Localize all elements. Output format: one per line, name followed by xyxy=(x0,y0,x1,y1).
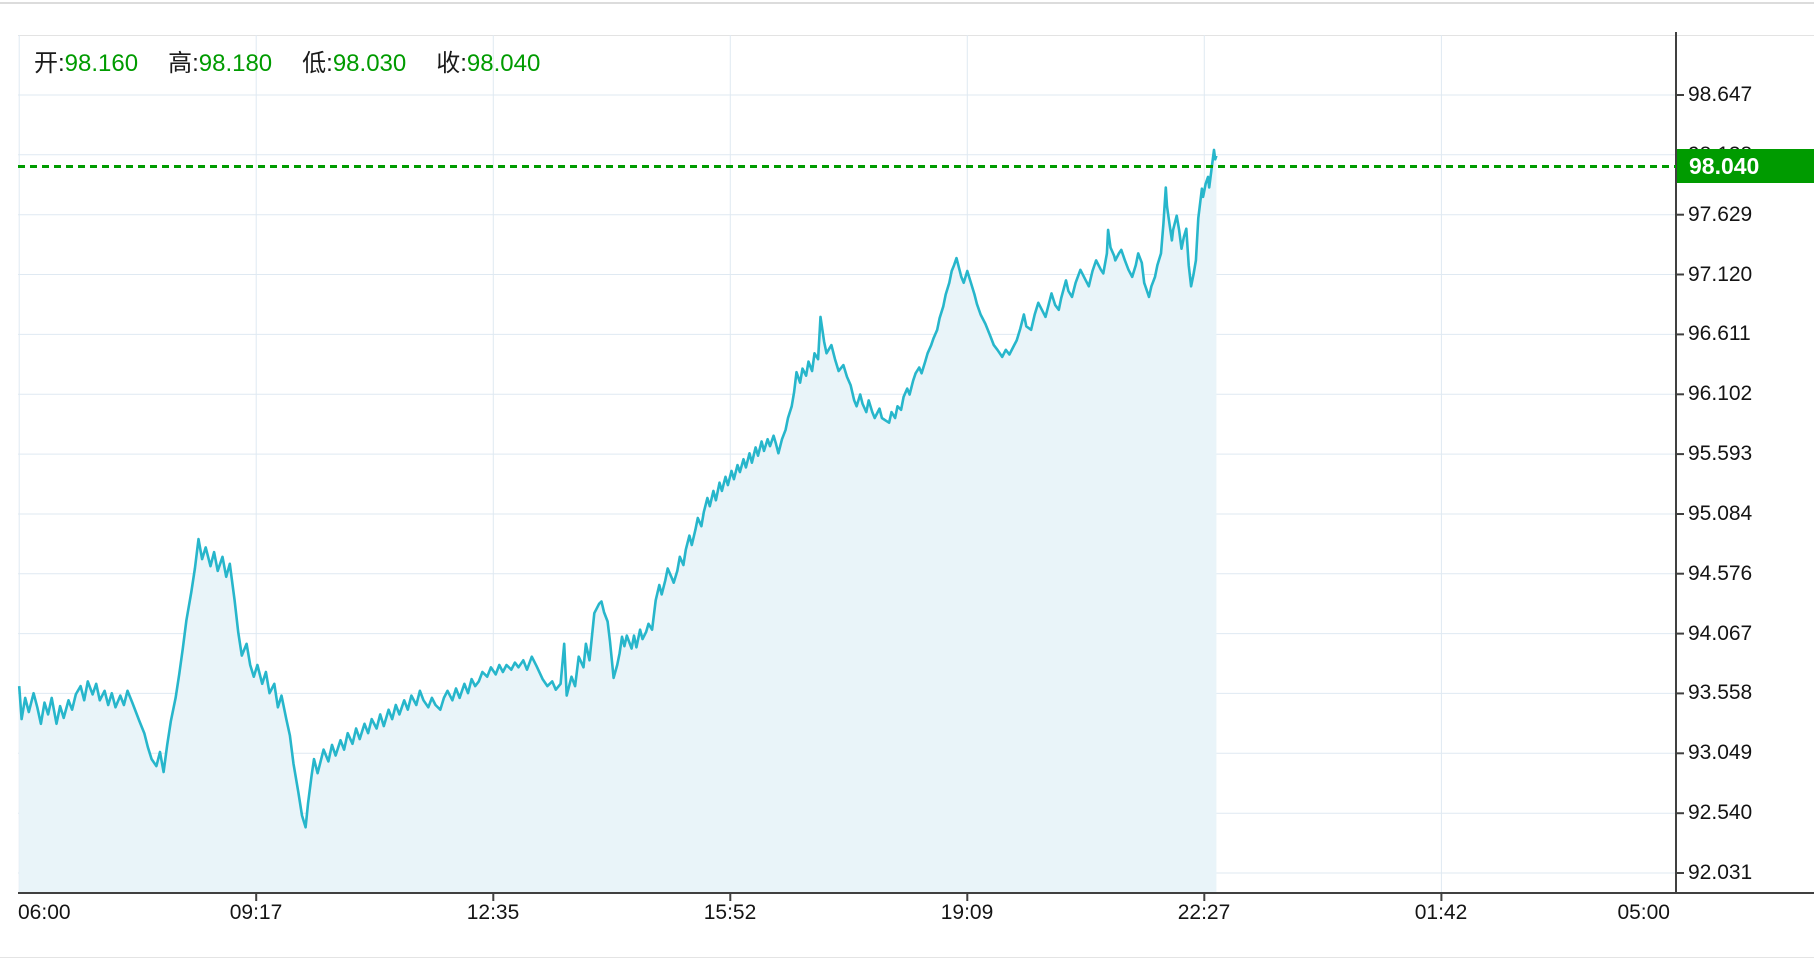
price-line xyxy=(17,148,1218,829)
x-tick-label: 06:00 xyxy=(18,901,71,924)
high-label: 高: xyxy=(168,50,199,77)
x-tick-label: 15:52 xyxy=(703,901,757,924)
y-tick-label: 95.593 xyxy=(1688,442,1753,465)
x-tick-label: 09:17 xyxy=(229,901,283,924)
y-tick-label: 93.558 xyxy=(1688,681,1753,704)
y-tick-label: 92.031 xyxy=(1688,861,1753,884)
ohlc-legend: 开: 98.160 高: 98.180 低: 98.030 收: 98.040 xyxy=(34,50,540,78)
x-tick-label: 22:27 xyxy=(1177,901,1231,924)
low-value: 98.030 xyxy=(332,50,407,77)
last-price-badge: 98.040 xyxy=(1677,149,1814,183)
open-value: 98.160 xyxy=(64,50,139,77)
high-value: 98.180 xyxy=(198,50,273,77)
legend-close: 收: 98.040 xyxy=(436,50,540,78)
y-tick-label: 95.084 xyxy=(1688,502,1753,525)
plot-top-border xyxy=(18,35,1814,36)
top-divider xyxy=(0,2,1814,4)
y-tick-label: 93.049 xyxy=(1688,741,1753,764)
y-tick-label: 96.102 xyxy=(1688,382,1753,405)
y-tick-label: 97.629 xyxy=(1688,203,1753,226)
close-value: 98.040 xyxy=(466,50,541,77)
x-tick-label: 12:35 xyxy=(466,901,520,924)
axes xyxy=(18,32,1814,894)
y-tick-label: 94.576 xyxy=(1688,562,1753,585)
y-tick-label: 98.647 xyxy=(1688,83,1753,106)
open-label: 开: xyxy=(34,50,65,77)
price-area-fill xyxy=(19,149,1217,893)
low-label: 低: xyxy=(302,50,333,77)
x-tick-label: 01:42 xyxy=(1414,901,1468,924)
y-tick-label: 94.067 xyxy=(1688,622,1753,645)
last-price-dotted-line xyxy=(18,165,1676,168)
bottom-divider xyxy=(0,957,1814,958)
legend-low: 低: 98.030 xyxy=(302,50,406,78)
x-tick-label: 05:00 xyxy=(1617,901,1670,924)
close-label: 收: xyxy=(436,50,467,77)
y-tick-label: 92.540 xyxy=(1688,801,1753,824)
y-tick-label: 96.611 xyxy=(1688,322,1751,345)
y-tick-label: 97.120 xyxy=(1688,263,1753,286)
legend-open: 开: 98.160 xyxy=(34,50,138,78)
legend-high: 高: 98.180 xyxy=(168,50,272,78)
x-tick-label: 19:09 xyxy=(940,901,994,924)
